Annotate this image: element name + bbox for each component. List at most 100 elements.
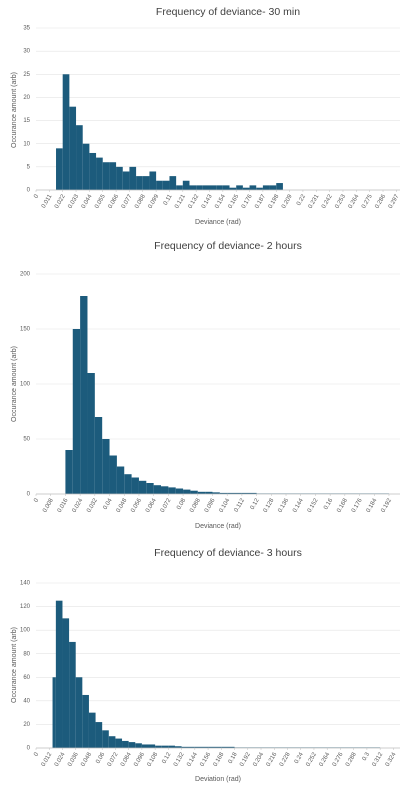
bar	[80, 296, 88, 494]
bar	[196, 185, 203, 190]
y-tick-label: 120	[20, 604, 31, 610]
bar	[148, 744, 156, 748]
bar	[155, 745, 162, 748]
y-tick-label: 0	[27, 492, 31, 498]
x-tick-label: 0.048	[116, 497, 129, 514]
bar	[122, 171, 130, 190]
x-tick-label: 0.22	[296, 193, 307, 207]
x-tick-label: 0.187	[254, 193, 267, 210]
bar	[222, 185, 230, 190]
x-tick-label: 0.252	[305, 751, 318, 768]
x-tick-label: 0.253	[334, 193, 347, 210]
bar	[142, 176, 150, 190]
x-tick-label: 0.12	[161, 751, 172, 765]
x-tick-label: 0.088	[134, 193, 147, 210]
bar	[197, 491, 206, 494]
x-tick-label: 0.264	[348, 193, 361, 210]
bar	[141, 744, 149, 748]
bar	[162, 180, 170, 190]
chart-title: Frequency of deviance- 30 min	[156, 6, 300, 18]
x-tick-label: 0.04	[103, 497, 114, 511]
x-tick-label: 0.136	[277, 497, 290, 514]
bar	[169, 176, 177, 190]
y-tick-label: 100	[20, 382, 31, 388]
y-tick-label: 80	[23, 651, 30, 657]
bar	[96, 157, 103, 190]
x-tick-label: 0.276	[332, 751, 345, 768]
bar	[236, 185, 243, 190]
bar	[241, 492, 257, 494]
x-tick-label: 0.168	[336, 497, 349, 514]
x-tick-label: 0.3	[362, 751, 372, 762]
x-tick-label: 0.168	[213, 751, 226, 768]
bar	[256, 187, 263, 190]
chart-panel: Frequency of deviance- 2 hours Deviance (…	[11, 240, 400, 530]
bar	[190, 490, 198, 494]
bar	[128, 742, 136, 748]
x-tick-label: 0.18	[228, 751, 239, 765]
bar	[175, 488, 184, 494]
y-tick-label: 100	[20, 628, 31, 634]
bar	[131, 477, 139, 494]
x-tick-label: 0.312	[372, 751, 385, 768]
x-axis-title: Deviance (rad)	[195, 523, 241, 530]
bar	[221, 746, 235, 748]
bar	[94, 417, 103, 494]
bar	[65, 450, 73, 494]
x-tick-label: 0.088	[189, 497, 202, 514]
bar	[95, 722, 103, 748]
x-tick-label: 0.192	[239, 751, 252, 768]
bar	[122, 740, 129, 748]
x-tick-label: 0.044	[81, 193, 94, 210]
bar	[168, 487, 176, 494]
bar	[116, 166, 123, 190]
bar	[202, 185, 210, 190]
x-tick-label: 0.048	[80, 751, 93, 768]
bar	[262, 185, 270, 190]
bar	[135, 743, 142, 748]
x-tick-label: 0.064	[145, 497, 158, 514]
bar	[82, 694, 89, 748]
x-tick-label: 0.204	[252, 751, 265, 768]
x-tick-label: 0.084	[120, 751, 133, 768]
bar	[109, 162, 117, 190]
x-tick-label: 0.055	[94, 193, 107, 210]
bar	[69, 106, 77, 190]
x-tick-label: 0.286	[374, 193, 387, 210]
x-tick-label: 0.324	[385, 751, 398, 768]
x-tick-label: 0.154	[214, 193, 227, 210]
bar	[55, 600, 63, 748]
bar	[219, 492, 228, 494]
x-tick-label: 0.032	[86, 497, 99, 514]
bar	[108, 736, 116, 748]
y-tick-label: 5	[27, 164, 31, 170]
y-tick-label: 30	[23, 49, 30, 55]
bar	[216, 185, 223, 190]
y-tick-label: 50	[23, 437, 30, 443]
bar	[115, 738, 123, 748]
x-tick-label: 0.011	[41, 193, 54, 209]
x-tick-label: 0.121	[174, 193, 187, 210]
bar	[181, 746, 195, 748]
x-tick-label: 0.024	[54, 751, 67, 768]
bar	[194, 746, 209, 748]
x-tick-label: 0.288	[345, 751, 358, 768]
y-tick-label: 20	[23, 95, 30, 101]
x-tick-label: 0.176	[241, 193, 254, 210]
y-tick-label: 60	[23, 675, 30, 681]
x-tick-label: 0.231	[308, 193, 321, 210]
bar	[176, 185, 183, 190]
y-tick-label: 15	[23, 118, 30, 124]
bar	[87, 373, 95, 494]
x-tick-label: 0.216	[266, 751, 279, 768]
bar	[75, 677, 83, 748]
x-tick-label: 0	[33, 751, 40, 757]
x-tick-label: 0.11	[163, 193, 174, 206]
y-axis-title: Occurance amount (arb)	[11, 627, 18, 703]
bar	[189, 185, 197, 190]
x-tick-label: 0.104	[219, 497, 232, 514]
x-tick-label: 0.128	[263, 497, 276, 514]
x-tick-label: 0.144	[292, 497, 305, 514]
bar	[109, 455, 117, 494]
x-tick-label: 0.297	[388, 193, 401, 210]
